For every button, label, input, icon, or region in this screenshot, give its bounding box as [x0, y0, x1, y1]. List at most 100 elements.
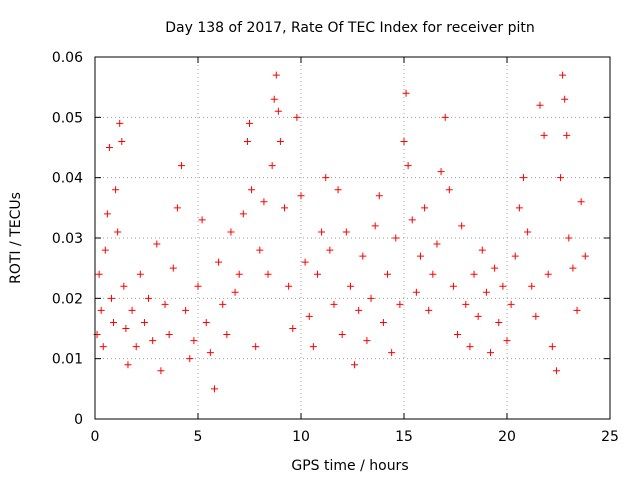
data-point [124, 361, 132, 369]
tick-labels: 0 5 10 15 20 25 0 0.01 0.02 0.03 0.04 0.05 0.06 [52, 50, 619, 445]
data-point [252, 343, 260, 351]
data-point [404, 162, 412, 170]
data-point [528, 282, 536, 290]
data-point [153, 240, 161, 248]
data-point [416, 252, 424, 260]
data-point [239, 210, 247, 218]
data-point [524, 228, 532, 236]
axis-ticks [94, 56, 611, 420]
data-point [536, 101, 544, 109]
data-point [449, 282, 457, 290]
data-point [499, 282, 507, 290]
data-point [515, 204, 523, 212]
data-point [97, 306, 105, 314]
data-point [482, 288, 490, 296]
data-point [190, 337, 198, 345]
data-point [149, 337, 157, 345]
data-point [274, 107, 282, 115]
data-point [305, 312, 313, 320]
data-point [478, 246, 486, 254]
data-point [243, 137, 251, 145]
data-point [363, 337, 371, 345]
data-point [289, 325, 297, 332]
y-tick-label: 0.03 [52, 231, 83, 247]
data-point [318, 228, 326, 236]
chart-title: Day 138 of 2017, Rate Of TEC Index for r… [165, 20, 535, 36]
data-point [116, 119, 124, 127]
data-point [548, 343, 556, 351]
x-tick-label: 10 [292, 429, 310, 445]
data-point [105, 144, 113, 151]
data-point [223, 331, 231, 339]
data-point [132, 343, 140, 351]
data-point [301, 258, 309, 266]
data-points [93, 71, 589, 393]
data-point [120, 282, 128, 290]
x-tick-label: 20 [498, 429, 516, 445]
data-point [103, 210, 111, 218]
data-point [375, 192, 383, 200]
data-point [392, 234, 400, 242]
data-point [412, 288, 420, 296]
data-point [437, 168, 445, 176]
data-point [371, 222, 379, 230]
x-tick-label: 5 [194, 429, 203, 445]
x-tick-label: 15 [395, 429, 413, 445]
data-point [248, 186, 256, 194]
data-point [136, 270, 144, 278]
data-point [338, 331, 346, 339]
data-point [112, 186, 120, 194]
data-point [425, 306, 433, 314]
data-point [466, 343, 474, 351]
data-point [198, 216, 206, 224]
data-point [107, 294, 115, 302]
data-point [433, 240, 441, 248]
data-point [573, 306, 581, 314]
x-axis-label: GPS time / hours [291, 458, 408, 474]
data-point [235, 270, 243, 278]
data-point [128, 306, 136, 314]
data-point [110, 318, 118, 326]
y-tick-label: 0.02 [52, 291, 83, 307]
data-point [219, 300, 227, 308]
data-point [145, 294, 153, 302]
data-point [552, 367, 560, 375]
data-point [161, 300, 169, 308]
data-point [165, 331, 173, 339]
data-point [540, 131, 548, 139]
data-point [326, 246, 334, 254]
y-tick-label: 0 [74, 412, 83, 428]
data-point [408, 216, 416, 224]
data-point [122, 325, 130, 332]
data-point [246, 119, 253, 127]
data-point [577, 198, 585, 206]
data-point [388, 349, 396, 357]
data-point [581, 252, 589, 260]
data-point [519, 174, 527, 182]
data-point [367, 294, 375, 302]
data-point [309, 343, 317, 351]
data-point [99, 343, 107, 351]
data-point [561, 95, 569, 103]
y-tick-label: 0.04 [52, 171, 83, 187]
data-point [441, 113, 449, 121]
data-point [293, 113, 301, 121]
data-point [260, 198, 268, 206]
data-point [495, 318, 503, 326]
grid [95, 57, 610, 419]
data-point [186, 355, 194, 363]
data-point [270, 95, 278, 103]
data-point [285, 282, 293, 290]
data-point [429, 270, 437, 278]
data-point [346, 282, 354, 290]
data-point [402, 89, 410, 97]
data-point [359, 252, 367, 260]
data-point [256, 246, 264, 254]
data-point [400, 137, 408, 145]
data-point [503, 337, 511, 345]
data-point [101, 246, 109, 254]
data-point [511, 252, 519, 260]
data-point [487, 349, 495, 357]
data-point [462, 300, 470, 308]
y-axis-label: ROTI / TECUs [8, 192, 24, 284]
